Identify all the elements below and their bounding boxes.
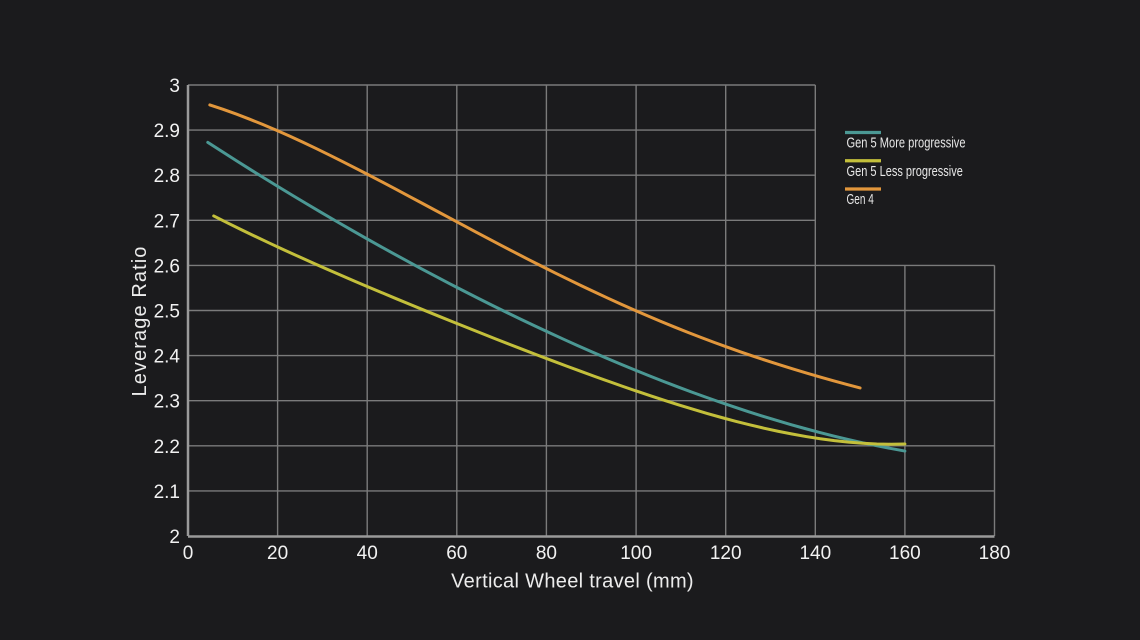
svg-text:2.8: 2.8	[154, 166, 180, 187]
svg-text:2.9: 2.9	[154, 121, 180, 142]
svg-text:2.3: 2.3	[154, 392, 180, 413]
svg-text:2.1: 2.1	[154, 482, 180, 503]
svg-text:160: 160	[889, 543, 921, 564]
svg-text:3: 3	[169, 76, 180, 97]
svg-text:60: 60	[446, 543, 467, 564]
svg-text:Gen 5 More progressive: Gen 5 More progressive	[847, 135, 966, 152]
svg-text:2.4: 2.4	[154, 347, 181, 368]
svg-text:180: 180	[979, 543, 1011, 564]
svg-text:2.2: 2.2	[154, 437, 180, 458]
svg-text:Gen 4: Gen 4	[847, 191, 874, 208]
svg-text:0: 0	[183, 543, 194, 564]
svg-text:2.7: 2.7	[154, 211, 180, 232]
svg-text:120: 120	[710, 543, 742, 564]
svg-text:Leverage Ratio: Leverage Ratio	[129, 245, 151, 396]
svg-text:2: 2	[169, 527, 180, 548]
svg-text:Vertical Wheel travel (mm): Vertical Wheel travel (mm)	[451, 571, 694, 593]
svg-text:40: 40	[357, 543, 378, 564]
svg-text:20: 20	[267, 543, 288, 564]
svg-text:140: 140	[799, 543, 831, 564]
svg-text:80: 80	[536, 543, 557, 564]
svg-text:2.5: 2.5	[154, 302, 180, 323]
svg-text:100: 100	[620, 543, 652, 564]
svg-text:2.6: 2.6	[154, 256, 180, 277]
svg-text:Gen 5 Less progressive: Gen 5 Less progressive	[847, 163, 963, 180]
